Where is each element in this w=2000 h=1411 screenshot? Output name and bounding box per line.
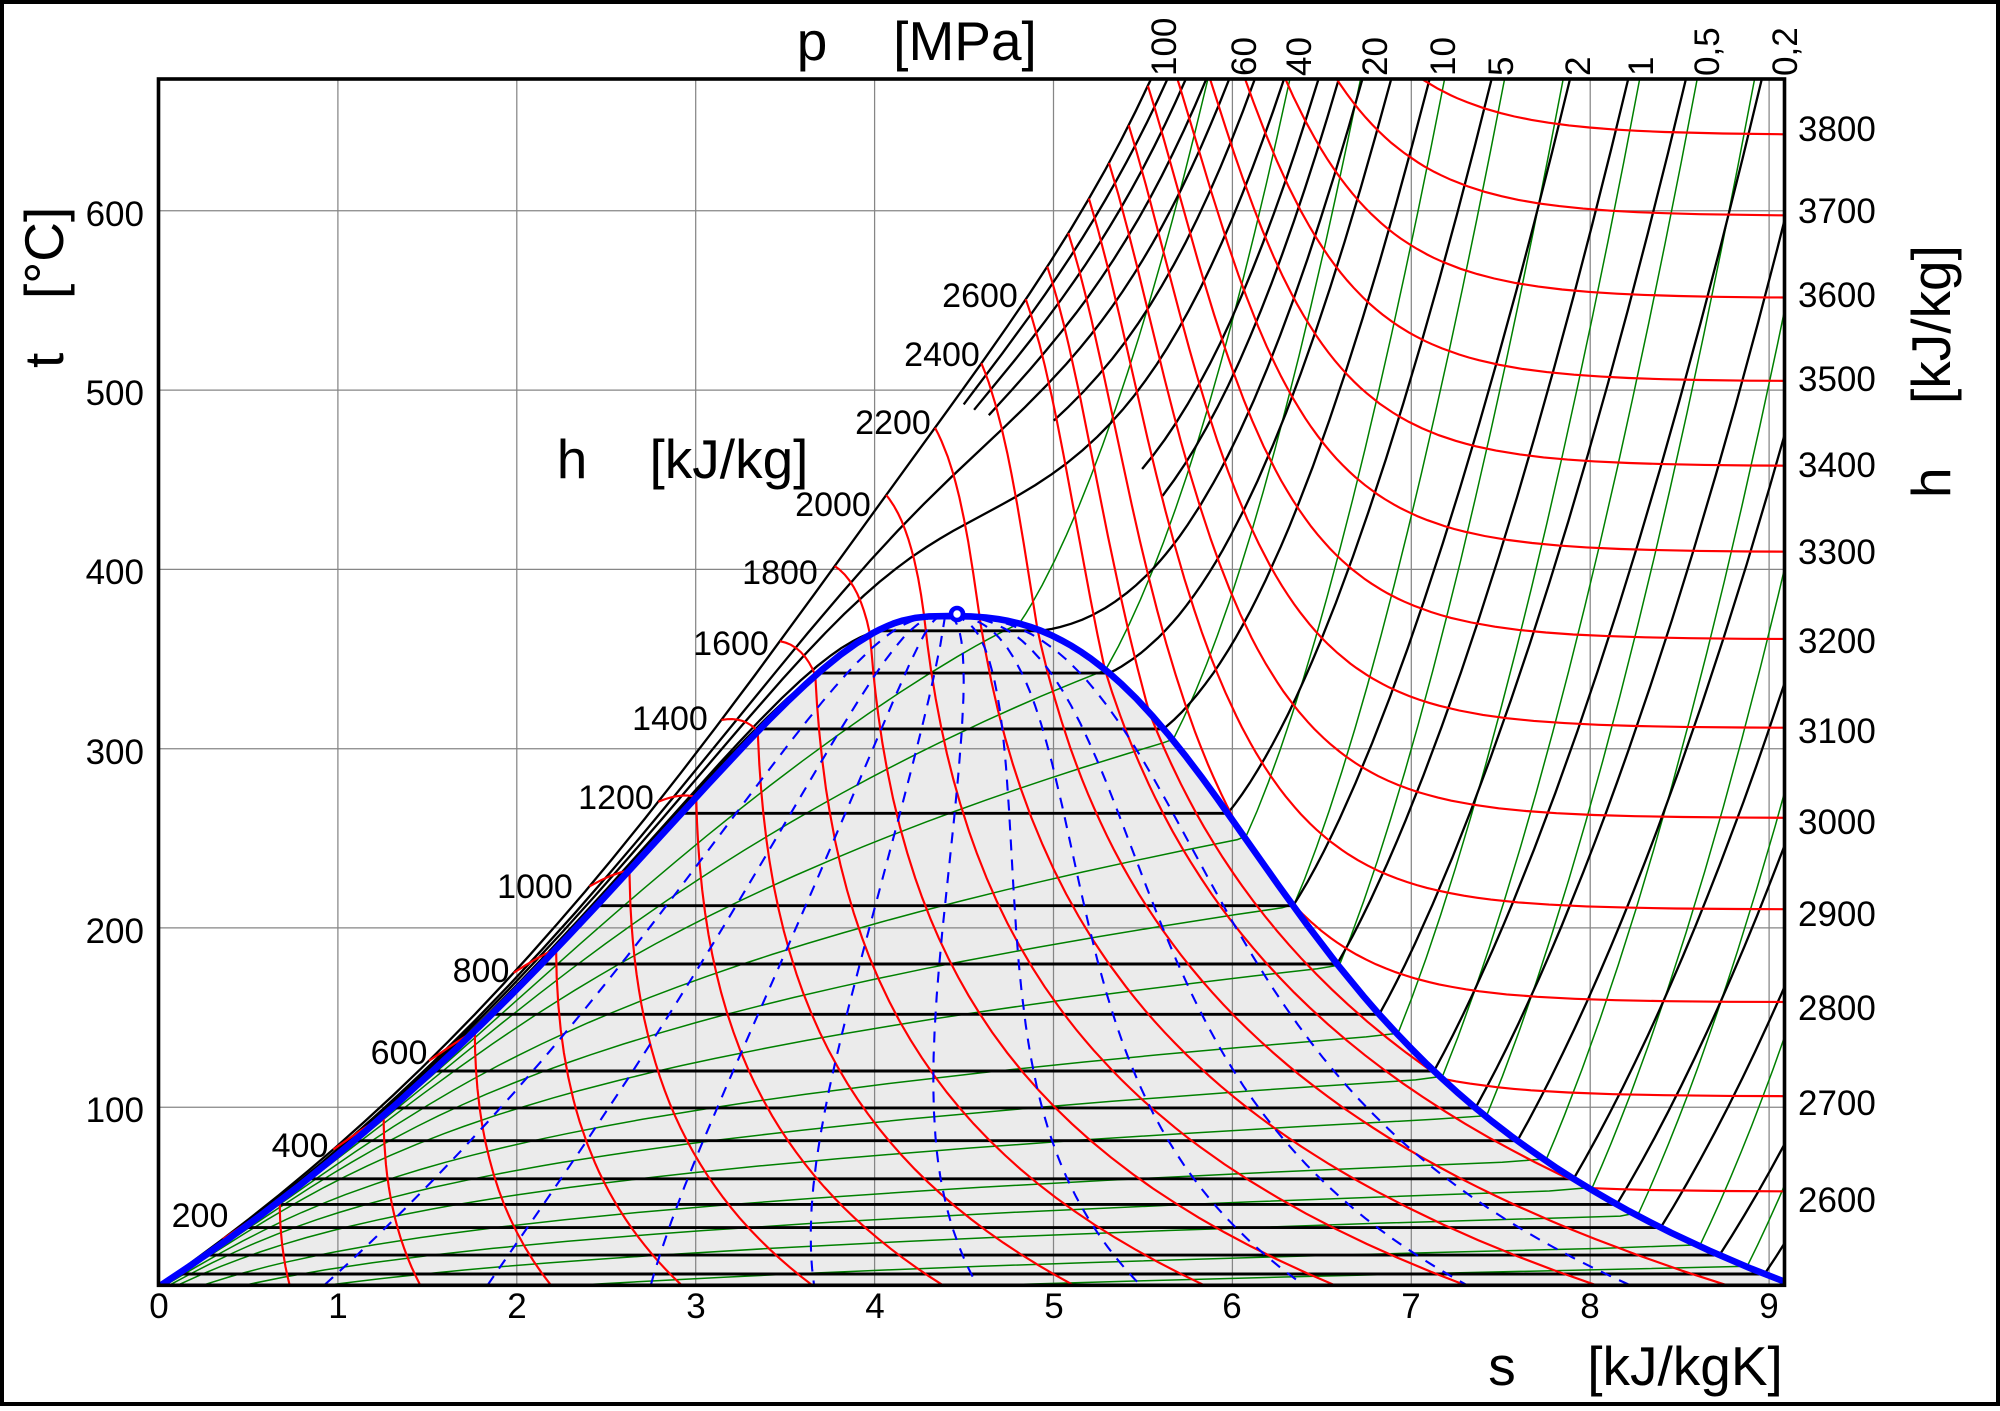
svg-text:40: 40 — [1280, 37, 1319, 76]
svg-text:500: 500 — [86, 374, 144, 413]
svg-text:3200: 3200 — [1798, 622, 1876, 661]
svg-text:2400: 2400 — [904, 336, 980, 374]
svg-text:9: 9 — [1759, 1287, 1778, 1326]
svg-text:3400: 3400 — [1798, 446, 1876, 485]
svg-text:0,2: 0,2 — [1766, 27, 1805, 76]
svg-text:8: 8 — [1580, 1287, 1599, 1326]
svg-text:60: 60 — [1225, 37, 1264, 76]
svg-text:2: 2 — [1559, 57, 1598, 76]
svg-text:[kJ/kg]: [kJ/kg] — [1900, 245, 1962, 404]
svg-text:2800: 2800 — [1798, 989, 1876, 1028]
svg-text:[kJ/kgK]: [kJ/kgK] — [1587, 1335, 1783, 1397]
svg-text:1: 1 — [328, 1287, 347, 1326]
svg-text:1: 1 — [1622, 57, 1661, 76]
svg-text:3700: 3700 — [1798, 192, 1876, 231]
svg-text:3: 3 — [686, 1287, 705, 1326]
svg-text:3100: 3100 — [1798, 712, 1876, 751]
svg-text:100: 100 — [1145, 18, 1184, 76]
svg-text:2200: 2200 — [855, 404, 931, 442]
svg-text:7: 7 — [1401, 1287, 1420, 1326]
svg-text:h: h — [557, 428, 588, 490]
svg-text:600: 600 — [86, 195, 144, 234]
svg-text:600: 600 — [371, 1034, 428, 1072]
svg-text:200: 200 — [172, 1197, 229, 1235]
svg-text:1400: 1400 — [632, 700, 708, 738]
svg-text:20: 20 — [1356, 37, 1395, 76]
svg-text:10: 10 — [1424, 37, 1463, 76]
svg-text:800: 800 — [453, 952, 510, 990]
svg-text:p: p — [797, 10, 828, 72]
svg-text:0,5: 0,5 — [1688, 27, 1727, 76]
svg-text:3300: 3300 — [1798, 533, 1876, 572]
svg-text:2700: 2700 — [1798, 1084, 1876, 1123]
svg-text:2600: 2600 — [1798, 1181, 1876, 1220]
svg-text:400: 400 — [272, 1127, 329, 1165]
svg-text:[°C]: [°C] — [13, 207, 75, 299]
svg-text:2000: 2000 — [795, 486, 871, 524]
svg-text:2900: 2900 — [1798, 895, 1876, 934]
svg-text:5: 5 — [1482, 57, 1521, 76]
svg-text:[MPa]: [MPa] — [893, 10, 1037, 72]
svg-text:0: 0 — [149, 1287, 168, 1326]
svg-text:200: 200 — [86, 912, 144, 951]
svg-text:t: t — [13, 353, 75, 368]
svg-text:6: 6 — [1222, 1287, 1241, 1326]
svg-text:300: 300 — [86, 733, 144, 772]
svg-text:[kJ/kg]: [kJ/kg] — [650, 428, 809, 490]
svg-text:h: h — [1900, 467, 1962, 498]
svg-text:s: s — [1488, 1335, 1516, 1397]
svg-text:1800: 1800 — [742, 554, 818, 592]
svg-text:1600: 1600 — [693, 625, 769, 663]
svg-text:3800: 3800 — [1798, 110, 1876, 149]
svg-text:1200: 1200 — [578, 779, 654, 817]
svg-text:2600: 2600 — [942, 277, 1018, 315]
svg-text:3500: 3500 — [1798, 360, 1876, 399]
svg-text:3000: 3000 — [1798, 803, 1876, 842]
svg-text:3600: 3600 — [1798, 276, 1876, 315]
svg-text:100: 100 — [86, 1091, 144, 1130]
svg-text:4: 4 — [865, 1287, 884, 1326]
svg-text:400: 400 — [86, 553, 144, 592]
svg-text:5: 5 — [1044, 1287, 1063, 1326]
svg-text:2: 2 — [507, 1287, 526, 1326]
svg-text:1000: 1000 — [497, 868, 573, 906]
